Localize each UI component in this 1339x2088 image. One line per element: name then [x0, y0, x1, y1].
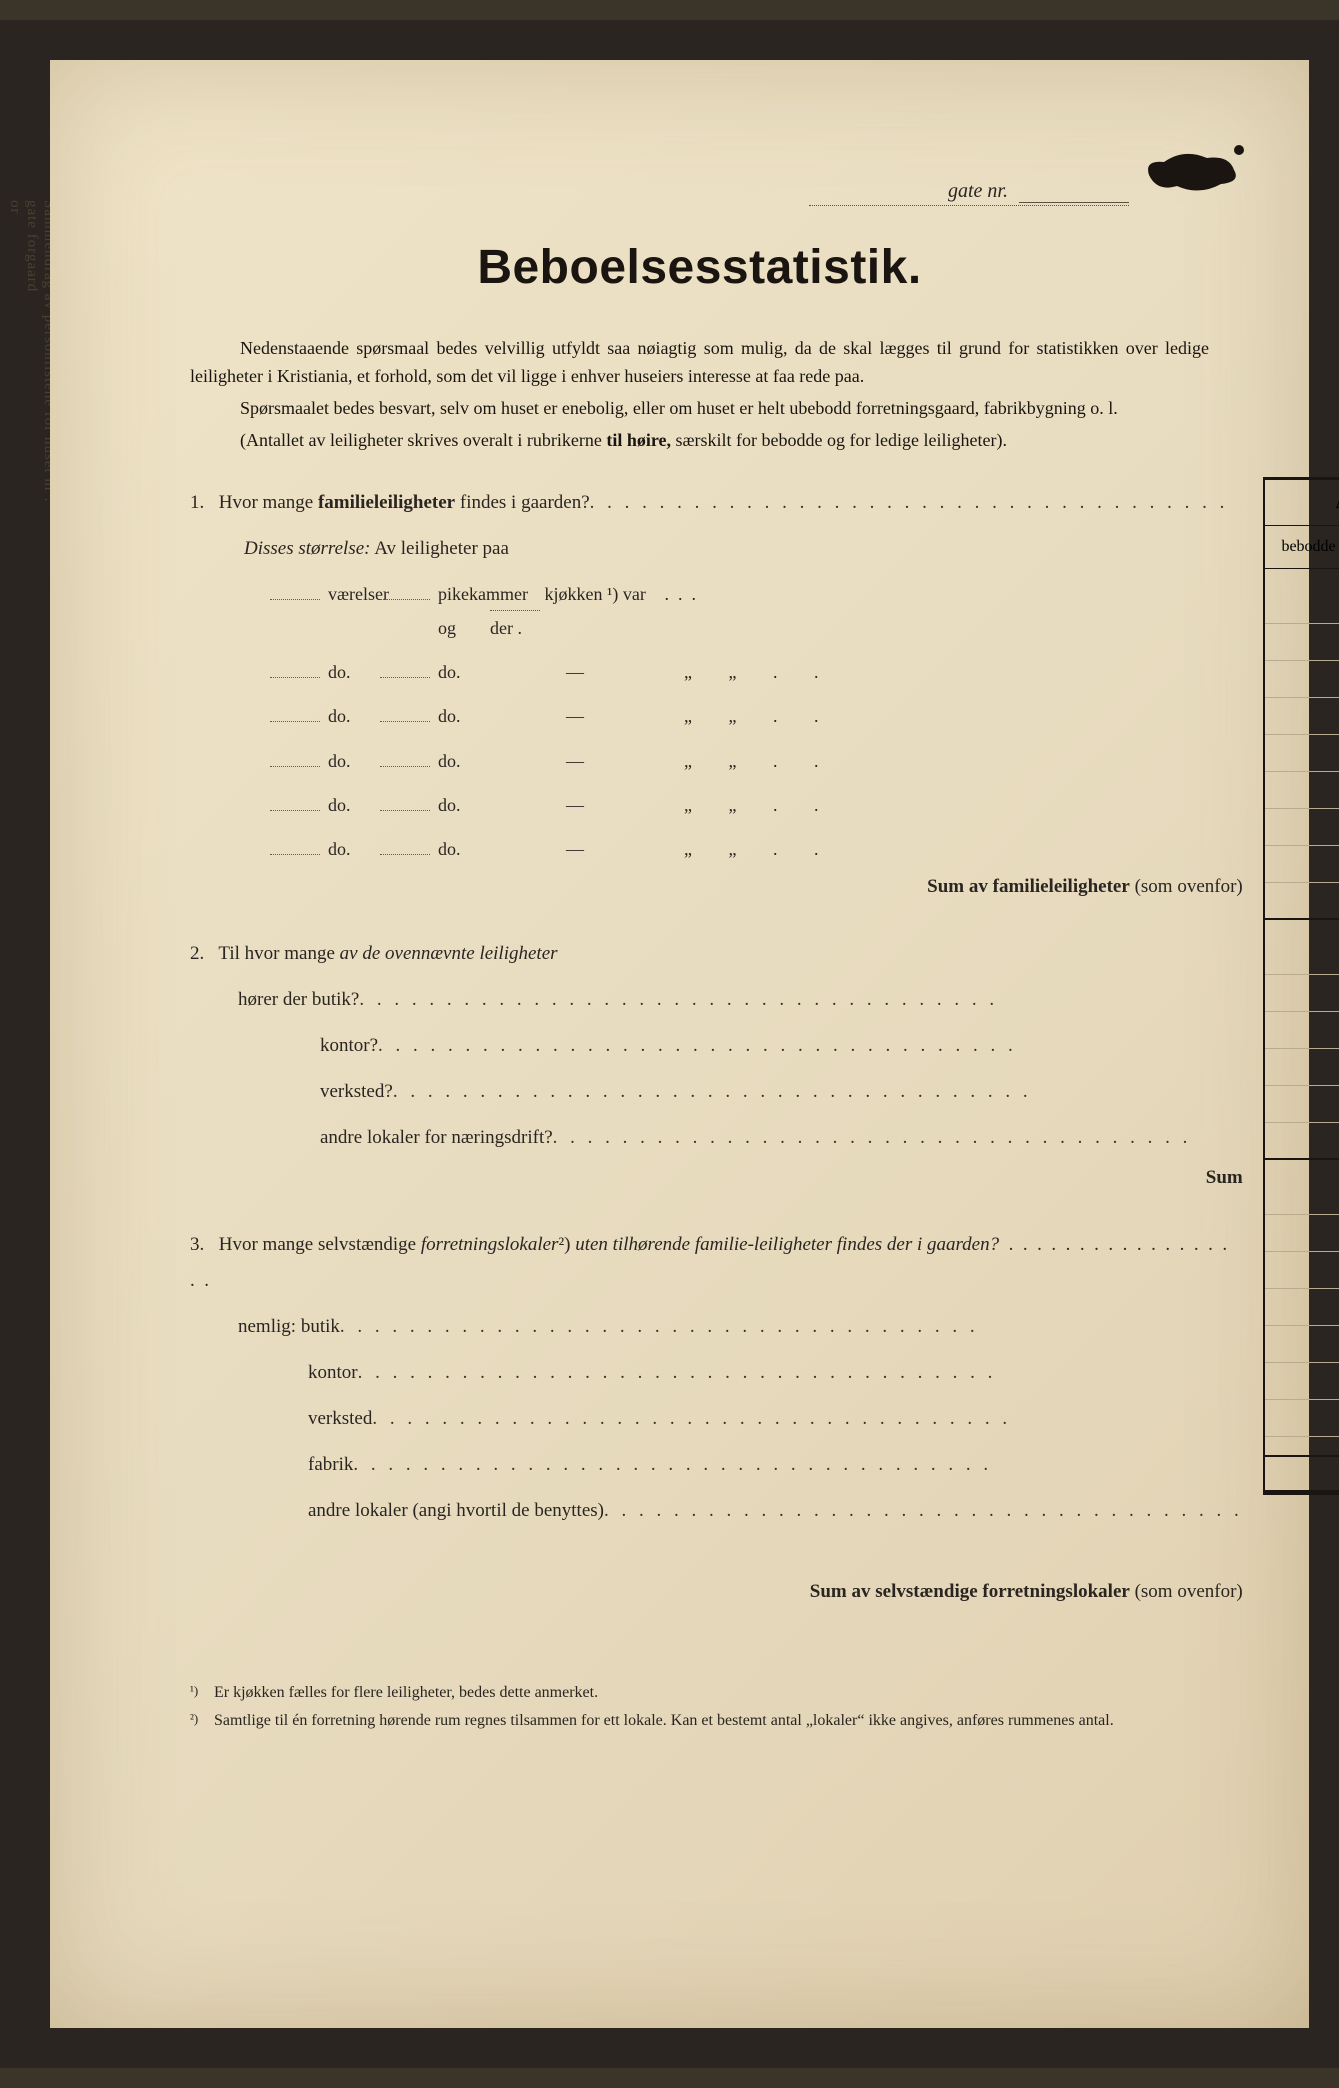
q1-num: 1. — [190, 485, 214, 521]
table-cell — [1265, 920, 1339, 938]
q3-sum: Sum av selvstændige forretningslokaler (… — [190, 1581, 1243, 1603]
footnotes: ¹) Er kjøkken fælles for flere leilighet… — [190, 1681, 1209, 1733]
gate-nr-label: gate nr. — [948, 180, 1008, 202]
table-cell — [1265, 938, 1339, 975]
q2-sum: Sum — [190, 1167, 1243, 1189]
table-cell — [1265, 1326, 1339, 1363]
table-cell — [1265, 1160, 1339, 1178]
table-cell — [1265, 1455, 1339, 1492]
table-cell — [1265, 735, 1339, 772]
table-cell — [1265, 1215, 1339, 1252]
intro-paragraphs: Nedenstaaende spørsmaal bedes velvillig … — [190, 335, 1209, 455]
main-content-grid: 1. Hvor mange familieleiligheter findes … — [190, 485, 1209, 1642]
table-body — [1265, 569, 1339, 1492]
table-title: Antal leiligheter — [1265, 480, 1339, 526]
intro-p2: Spørsmaalet bedes besvart, selv om huset… — [190, 395, 1209, 423]
antal-leiligheter-table: Antal leiligheter bebodde ledige ialt — [1263, 477, 1339, 1495]
table-cell — [1265, 1252, 1339, 1289]
col-bebodde: bebodde — [1265, 526, 1339, 568]
table-cell — [1265, 1289, 1339, 1326]
q1-do-row: do. do. — „ „ . . — [270, 699, 1243, 733]
questions-column: 1. Hvor mange familieleiligheter findes … — [190, 485, 1243, 1642]
table-cell — [1265, 883, 1339, 920]
table-cell — [1265, 1400, 1339, 1437]
table-cell — [1265, 569, 1339, 587]
q1-sum: Sum av familieleiligheter (som ovenfor) — [190, 876, 1243, 898]
question-3: 3. Hvor mange selvstændige forretningslo… — [190, 1227, 1243, 1604]
table-cell — [1265, 1049, 1339, 1086]
intro-p3: (Antallet av leiligheter skrives overalt… — [190, 427, 1209, 455]
q1-size-header: værelser pikekammer og kjøkken ¹) var de… — [270, 577, 1243, 645]
q1-do-row: do. do. — „ „ . . — [270, 788, 1243, 822]
table-cell — [1265, 1012, 1339, 1049]
question-2: 2. Til hvor mange av de ovennævnte leili… — [190, 936, 1243, 1188]
footnote-1: ¹) Er kjøkken fælles for flere leilighet… — [190, 1681, 1209, 1705]
gate-nr-field: gate nr. — [809, 180, 1129, 206]
table-cell — [1265, 1437, 1339, 1455]
footnote-2: ²) Samtlige til én forretning hørende ru… — [190, 1709, 1209, 1733]
q1-do-row: do. do. — „ „ . . — [270, 832, 1243, 866]
spine-line-2: gate forgaard — [23, 200, 40, 1500]
table-cell — [1265, 698, 1339, 735]
table-cell — [1265, 1086, 1339, 1123]
intro-p1: Nedenstaaende spørsmaal bedes velvillig … — [190, 335, 1209, 391]
document-page: gate nr. Beboelsesstatistik. Nedenstaaen… — [50, 60, 1309, 2028]
table-cell — [1265, 846, 1339, 883]
q1-size-grid: værelser pikekammer og kjøkken ¹) var de… — [190, 577, 1243, 866]
table-cell — [1265, 975, 1339, 1012]
page-wrap: Sammendrag av personlistene for huset nr… — [0, 20, 1339, 2068]
ink-blot-decoration — [1129, 140, 1249, 200]
table-cell — [1265, 624, 1339, 661]
table-cell — [1265, 772, 1339, 809]
table-cell — [1265, 1178, 1339, 1215]
page-title: Beboelsesstatistik. — [190, 240, 1209, 295]
table-cell — [1265, 809, 1339, 846]
q1-do-row: do. do. — „ „ . . — [270, 655, 1243, 689]
question-1: 1. Hvor mange familieleiligheter findes … — [190, 485, 1243, 899]
table-cell — [1265, 1123, 1339, 1160]
q1-do-row: do. do. — „ „ . . — [270, 744, 1243, 778]
table-cell — [1265, 1363, 1339, 1400]
table-header-row: bebodde ledige ialt — [1265, 526, 1339, 569]
table-cell — [1265, 587, 1339, 624]
table-cell — [1265, 661, 1339, 698]
spine-line-3: or — [6, 200, 23, 1500]
